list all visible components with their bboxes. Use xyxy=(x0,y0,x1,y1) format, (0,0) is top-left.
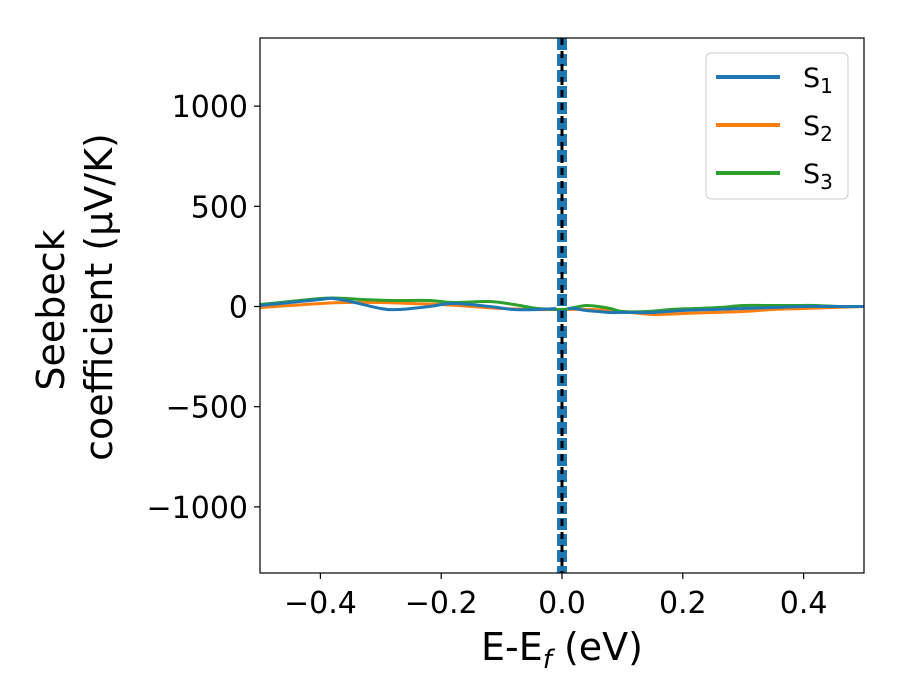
legend-label: S3 xyxy=(803,159,833,194)
y-tick-label: 0 xyxy=(229,291,248,326)
x-tick-label: 0.0 xyxy=(538,586,586,621)
legend-label-main: S xyxy=(803,111,820,142)
x-tick-label: 0.2 xyxy=(659,586,707,621)
y-axis-title-line1: Seebeck xyxy=(29,229,73,390)
x-axis-title-main: E-E xyxy=(481,625,543,669)
legend-label-sub: 3 xyxy=(820,170,833,194)
y-tick-label: 500 xyxy=(191,190,248,225)
series-layer xyxy=(260,38,864,573)
x-tick-label: −0.4 xyxy=(284,586,357,621)
legend-label-sub: 1 xyxy=(820,74,833,98)
y-axis-title-line2: coefficient (μV/K) xyxy=(77,133,121,461)
legend-label: S2 xyxy=(803,111,833,146)
legend-label-sub: 2 xyxy=(820,122,833,146)
legend-label-main: S xyxy=(803,159,820,190)
x-axis-title: E-Ef (eV) xyxy=(481,625,643,675)
x-axis: −0.4 −0.2 0.0 0.2 0.4 xyxy=(284,573,827,621)
x-tick-label: 0.4 xyxy=(780,586,828,621)
x-axis-title-unit: (eV) xyxy=(552,625,643,669)
y-tick-label: 1000 xyxy=(172,90,248,125)
series-line-s1-right xyxy=(567,304,864,315)
x-tick-label: −0.2 xyxy=(405,586,478,621)
legend-label: S1 xyxy=(803,63,833,98)
y-tick-label: −500 xyxy=(166,391,248,426)
y-tick-label: −1000 xyxy=(147,491,248,526)
y-axis: 1000 500 0 −500 −1000 xyxy=(147,90,260,526)
legend-label-main: S xyxy=(803,63,820,94)
series-line-s3 xyxy=(260,296,864,314)
series-line-s1-left xyxy=(260,296,557,312)
